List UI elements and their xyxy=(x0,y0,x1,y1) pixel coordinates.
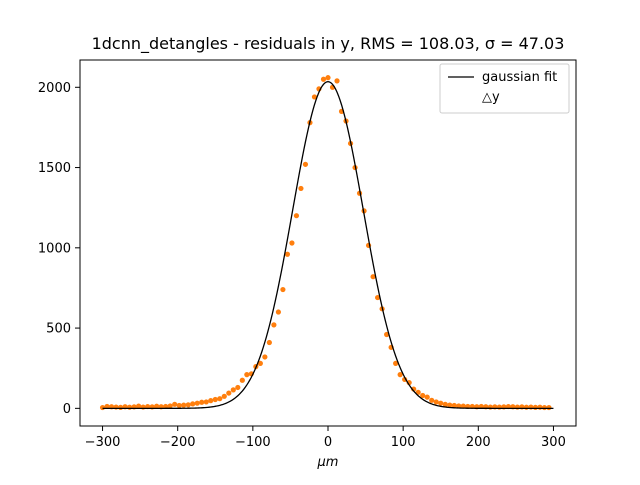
data-point xyxy=(532,404,539,410)
data-point xyxy=(370,274,376,280)
data-point xyxy=(275,309,281,315)
legend-label-points: △y xyxy=(482,90,500,105)
data-point xyxy=(280,286,286,293)
data-point xyxy=(127,404,133,410)
data-point xyxy=(230,387,236,393)
y-axis: 0 500 1000 1500 2000 xyxy=(38,81,80,417)
data-point xyxy=(271,322,277,328)
data-point xyxy=(194,400,200,406)
data-point xyxy=(298,185,304,192)
legend: gaussian fit △y xyxy=(439,63,570,114)
data-point xyxy=(334,78,340,84)
legend-box xyxy=(439,63,570,114)
x-axis-label: μm xyxy=(317,455,339,470)
y-tick-label: 2000 xyxy=(38,81,71,96)
data-point xyxy=(424,394,430,400)
data-point xyxy=(429,397,435,403)
data-point xyxy=(203,399,209,405)
data-point xyxy=(117,404,124,410)
data-point xyxy=(311,94,318,100)
x-tick-label: 200 xyxy=(466,435,491,450)
data-point xyxy=(208,398,214,404)
data-point xyxy=(284,251,291,257)
data-point xyxy=(154,403,160,409)
data-point xyxy=(397,372,403,378)
data-point xyxy=(442,401,448,407)
y-tick-label: 500 xyxy=(46,322,71,337)
data-point xyxy=(239,377,245,383)
data-point xyxy=(136,403,142,409)
y-tick-label: 1000 xyxy=(38,241,71,256)
data-point xyxy=(460,403,466,409)
data-point xyxy=(181,402,187,408)
data-point xyxy=(438,400,444,406)
data-point xyxy=(185,402,191,408)
data-point xyxy=(541,404,548,411)
data-point xyxy=(235,384,241,391)
data-point xyxy=(199,399,205,405)
data-point xyxy=(244,372,250,378)
data-point xyxy=(99,404,106,411)
data-point xyxy=(266,339,272,346)
x-tick-label: 100 xyxy=(391,435,416,450)
data-point xyxy=(384,331,390,338)
plot-area xyxy=(79,59,577,427)
x-tick-label: −300 xyxy=(85,435,121,450)
gaussian-fit-line xyxy=(102,81,554,409)
data-point xyxy=(302,161,309,167)
data-point xyxy=(447,402,453,408)
data-point xyxy=(546,404,552,411)
x-tick-label: −100 xyxy=(235,435,271,450)
data-point xyxy=(523,404,530,410)
data-point xyxy=(212,396,218,403)
data-point xyxy=(393,360,399,366)
data-point xyxy=(167,403,173,409)
data-point xyxy=(420,392,426,399)
chart-title: 1dcnn_detangles - residuals in y, RMS = … xyxy=(92,34,565,54)
data-point xyxy=(172,401,178,407)
data-point xyxy=(451,402,457,409)
data-point xyxy=(325,75,331,81)
data-point xyxy=(262,354,268,360)
data-point xyxy=(257,360,263,366)
x-tick-label: 300 xyxy=(541,435,566,450)
data-point xyxy=(320,76,327,82)
data-point xyxy=(537,404,543,410)
data-point xyxy=(375,294,381,301)
data-point xyxy=(226,390,232,396)
y-tick-label: 1500 xyxy=(38,161,71,176)
data-point xyxy=(433,399,439,405)
data-point xyxy=(293,213,300,219)
x-axis: −300 −200 −100 0 100 200 300 xyxy=(85,426,566,450)
x-tick-label: 0 xyxy=(324,435,332,450)
data-point xyxy=(221,393,227,399)
data-point xyxy=(190,401,196,407)
data-point xyxy=(176,402,182,409)
data-point xyxy=(289,240,295,246)
data-point xyxy=(217,396,223,402)
legend-label-fit: gaussian fit xyxy=(482,70,557,85)
x-tick-label: −200 xyxy=(160,435,196,450)
y-tick-label: 0 xyxy=(63,402,71,417)
data-point xyxy=(456,403,462,409)
